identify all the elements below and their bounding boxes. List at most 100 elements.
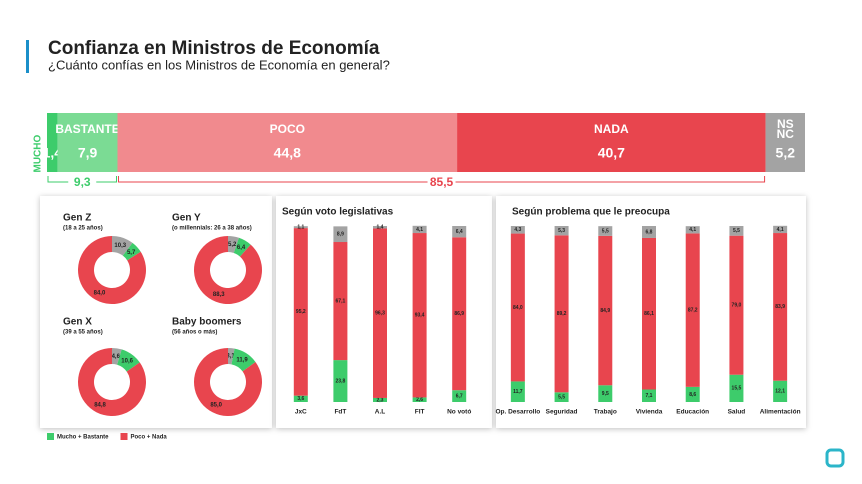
value-label: 44,8: [274, 145, 301, 161]
bar-segment: [293, 226, 308, 229]
donut-slice: [228, 348, 235, 365]
x-tick-label: Seguridad: [546, 409, 578, 416]
x-tick-label: Trabajo: [594, 409, 617, 416]
segment-label: MUCHO: [33, 135, 44, 173]
bar-segment: [373, 228, 387, 398]
bar-label: 8,6: [689, 392, 696, 398]
donut-slice: [231, 348, 256, 372]
title: Confianza en Ministros de Economía: [48, 38, 380, 59]
legend-label: Mucho + Bastante: [57, 435, 109, 441]
panel-title: Según problema que le preocupa: [512, 207, 670, 218]
donut-slice: [78, 236, 147, 304]
total-label: 9,3: [74, 175, 91, 189]
slice-label: 84,0: [94, 290, 106, 296]
donut-slice: [112, 348, 122, 365]
bar-label: 5,5: [733, 228, 740, 234]
slice-label: 88,3: [213, 292, 225, 298]
bar-segment: [333, 360, 348, 402]
bar-segment: [729, 374, 744, 402]
bar-label: 7,1: [646, 393, 653, 399]
bar-segment: [729, 226, 744, 236]
x-tick-label: Vivienda: [636, 409, 663, 416]
bar-label: 3,6: [297, 396, 304, 402]
bar-label: 6,7: [456, 393, 463, 399]
bar-label: 5,3: [558, 228, 565, 234]
bar-label: 1,4: [377, 225, 384, 231]
slice-label: 4,6: [112, 354, 121, 360]
bar-label: 84,9: [600, 308, 610, 314]
segment-label: NADA: [594, 122, 629, 136]
x-tick-label: A.L: [375, 409, 386, 416]
bracket-label-bg: [427, 176, 456, 189]
x-tick-label: No votó: [447, 409, 471, 416]
bar-label: 2,3: [377, 397, 384, 403]
bar-label: 84,0: [513, 305, 523, 311]
bar-segment: [293, 395, 308, 402]
bar-segment: [642, 226, 656, 238]
donut-slice: [228, 236, 239, 253]
donut-slice: [112, 236, 133, 256]
slice-label: 6,4: [237, 245, 246, 251]
slice-label: 5,2: [228, 242, 237, 248]
slice-label: 3,1: [226, 354, 235, 360]
donut-title: Baby boomers: [172, 317, 242, 328]
bar-segment: [510, 226, 525, 234]
value-label: 7,9: [78, 145, 98, 161]
bar-segment: [412, 225, 427, 234]
donut-slice: [233, 237, 251, 257]
bar-label: 4,3: [514, 227, 521, 233]
bar-label: 79,0: [732, 303, 742, 309]
donut-subtitle: (56 años o más): [172, 330, 217, 336]
bar-segment: [333, 226, 348, 243]
accent-bar: [26, 40, 29, 73]
x-tick-label: FIT: [415, 409, 425, 416]
bar-label: 86,9: [454, 311, 464, 317]
bar-segment: [685, 226, 700, 234]
bar-label: 5,5: [558, 394, 565, 400]
bar-segment: [510, 381, 525, 402]
bar-segment: [773, 233, 788, 381]
bar-segment: [598, 226, 613, 236]
bar-label: 95,2: [296, 309, 306, 315]
x-tick-label: Educación: [676, 409, 709, 416]
bar-segment: [47, 113, 58, 172]
bar-label: 86,1: [644, 311, 654, 317]
bar-label: 9,5: [602, 391, 609, 397]
donut-slice: [194, 236, 263, 304]
bracket-label-bg: [68, 176, 97, 189]
slice-label: 5,7: [127, 250, 136, 256]
bar-label: 1,1: [297, 224, 304, 230]
bar-segment: [642, 389, 656, 402]
bar-label: 8,9: [337, 232, 344, 238]
donut-title: Gen Z: [63, 213, 91, 224]
segment-label: POCO: [270, 122, 305, 136]
x-tick-label: JxC: [295, 409, 307, 416]
legend-swatch: [47, 433, 54, 440]
bar-segment: [452, 390, 467, 402]
bar-segment: [685, 386, 700, 402]
slice-label: 10,6: [121, 358, 133, 364]
x-tick-label: Alimentación: [760, 409, 801, 416]
bar-segment: [412, 233, 427, 398]
bar-label: 6,8: [646, 229, 653, 235]
x-tick-label: FdT: [334, 409, 346, 416]
bar-segment: [773, 225, 788, 234]
slice-label: 85,0: [210, 403, 222, 409]
bar-label: 4,1: [416, 227, 423, 233]
x-tick-label: Op. Desarrollo: [495, 409, 540, 416]
bar-segment: [117, 113, 458, 172]
donut-slice: [78, 348, 147, 417]
bar-segment: [773, 380, 788, 402]
bar-label: 93,4: [415, 313, 425, 319]
donut-subtitle: (o millennials: 26 a 38 años): [172, 226, 252, 232]
donut-slice: [194, 348, 262, 416]
bar-segment: [554, 226, 569, 236]
bar-label: 5,5: [602, 228, 609, 234]
total-label: 85,5: [430, 175, 454, 189]
subtitle: ¿Cuánto confías en los Ministros de Econ…: [48, 57, 390, 72]
bar-label: 87,2: [688, 307, 698, 313]
donut-subtitle: (39 a 55 años): [63, 330, 103, 336]
slice-label: 11,9: [236, 358, 248, 364]
bar-segment: [642, 237, 656, 390]
